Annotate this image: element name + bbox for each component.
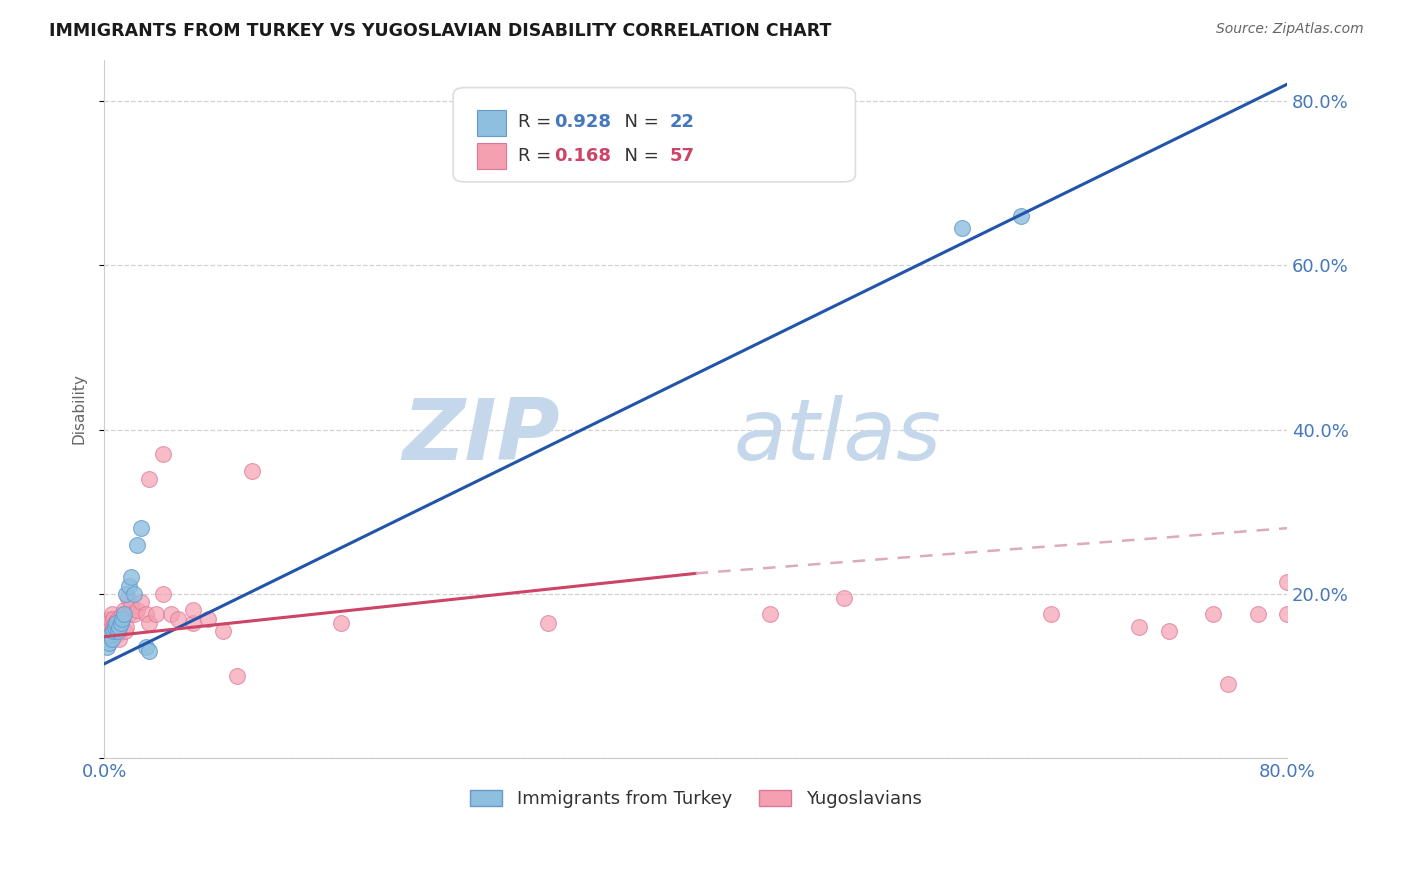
Point [107,611,129,625]
Point [145,607,167,622]
Point [118,579,141,593]
Point [101,624,124,638]
Point [152,447,174,461]
Point [152,587,174,601]
Text: ZIP: ZIP [402,395,560,478]
Point [138,615,160,630]
Point [125,603,148,617]
Point [120,570,142,584]
Point [94,632,117,647]
Point [98,611,121,625]
Point [159,607,181,622]
Point [211,624,233,638]
Point [105,628,128,642]
Text: N =: N = [613,113,665,131]
Text: 57: 57 [669,147,695,165]
Point [181,603,204,617]
Point [138,644,160,658]
Point [758,607,780,622]
Point [240,464,263,478]
Point [107,624,129,638]
Text: 0.168: 0.168 [554,147,610,165]
Point [96,640,118,655]
Legend: Immigrants from Turkey, Yugoslavians: Immigrants from Turkey, Yugoslavians [463,783,929,815]
Point [122,607,145,622]
Text: 22: 22 [669,113,695,131]
FancyBboxPatch shape [453,87,855,182]
FancyBboxPatch shape [477,110,506,136]
Point [101,611,124,625]
Point [129,521,152,535]
Point [112,603,135,617]
Point [97,615,120,630]
Point [108,620,131,634]
Point [138,472,160,486]
Point [98,620,121,634]
Point [112,607,135,622]
Point [108,620,131,634]
Point [111,611,134,625]
Point [226,669,249,683]
Point [114,624,136,638]
Point [135,607,157,622]
Point [98,628,121,642]
Point [115,620,138,634]
Text: N =: N = [613,147,665,165]
Point [105,615,128,630]
Point [1010,209,1032,223]
Point [108,632,131,647]
Point [104,624,127,638]
Point [96,628,118,642]
Point [125,538,148,552]
Point [104,620,127,634]
Point [1275,574,1298,589]
Point [100,607,122,622]
Point [1039,607,1062,622]
Point [94,624,117,638]
Point [101,620,124,634]
Text: atlas: atlas [734,395,942,478]
Text: R =: R = [519,147,557,165]
Point [100,632,122,647]
Point [167,611,190,625]
Point [329,615,352,630]
Point [97,624,120,638]
Y-axis label: Disability: Disability [72,374,86,444]
Point [105,615,128,630]
FancyBboxPatch shape [477,143,506,169]
Point [135,640,157,655]
Point [1128,620,1150,634]
Point [110,615,132,630]
Point [117,591,139,605]
Point [100,624,122,638]
Point [122,587,145,601]
Point [120,599,142,614]
Point [111,607,134,622]
Point [107,624,129,638]
Point [129,595,152,609]
Point [97,636,120,650]
Point [197,611,219,625]
Point [181,615,204,630]
Point [1202,607,1225,622]
Point [1216,677,1239,691]
Text: IMMIGRANTS FROM TURKEY VS YUGOSLAVIAN DISABILITY CORRELATION CHART: IMMIGRANTS FROM TURKEY VS YUGOSLAVIAN DI… [49,22,831,40]
Text: 0.928: 0.928 [554,113,610,131]
Text: R =: R = [519,113,557,131]
Point [104,615,127,630]
Point [110,615,132,630]
Point [1275,607,1298,622]
Point [1246,607,1268,622]
Text: Source: ZipAtlas.com: Source: ZipAtlas.com [1216,22,1364,37]
Point [950,221,973,235]
Point [96,615,118,630]
Point [1157,624,1180,638]
Point [118,607,141,622]
Point [115,587,138,601]
Point [537,615,560,630]
Point [832,591,855,605]
